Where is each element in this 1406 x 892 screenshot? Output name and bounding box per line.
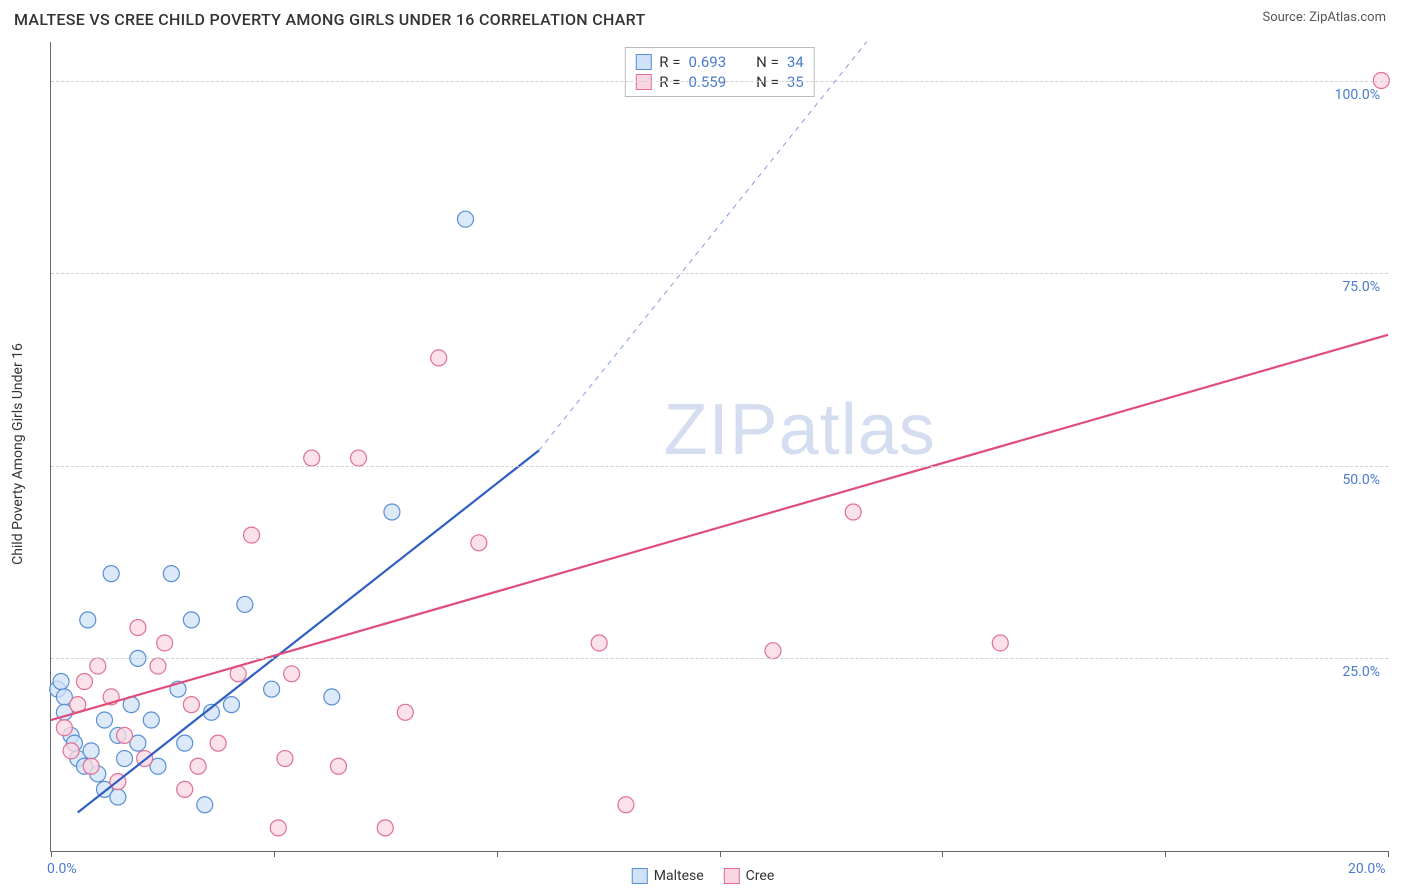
data-point[interactable] bbox=[183, 697, 199, 713]
data-point[interactable] bbox=[150, 658, 166, 674]
trend-line-extension bbox=[539, 42, 867, 450]
data-point[interactable] bbox=[130, 620, 146, 636]
data-point[interactable] bbox=[53, 673, 69, 689]
data-point[interactable] bbox=[143, 712, 159, 728]
y-tick-label: 50.0% bbox=[1342, 472, 1380, 488]
data-point[interactable] bbox=[284, 666, 300, 682]
r-value: 0.693 bbox=[688, 53, 726, 71]
x-tick bbox=[51, 851, 52, 857]
data-point[interactable] bbox=[457, 211, 473, 227]
data-point[interactable] bbox=[431, 350, 447, 366]
data-point[interactable] bbox=[377, 820, 393, 836]
data-point[interactable] bbox=[330, 758, 346, 774]
data-point[interactable] bbox=[210, 735, 226, 751]
gridline bbox=[51, 273, 1388, 274]
data-point[interactable] bbox=[351, 450, 367, 466]
y-tick-label: 75.0% bbox=[1342, 279, 1380, 295]
data-point[interactable] bbox=[103, 566, 119, 582]
data-point[interactable] bbox=[304, 450, 320, 466]
data-point[interactable] bbox=[163, 566, 179, 582]
trend-line bbox=[78, 450, 539, 812]
n-label: N = bbox=[756, 53, 779, 71]
correlation-stats-box: R = 0.693 N = 34 R = 0.559 N = 35 bbox=[624, 47, 814, 97]
gridline bbox=[51, 81, 1388, 82]
data-point[interactable] bbox=[83, 743, 99, 759]
x-tick bbox=[274, 851, 275, 857]
stats-row: R = 0.559 N = 35 bbox=[635, 72, 803, 92]
y-axis-title: Child Poverty Among Girls Under 16 bbox=[10, 343, 26, 565]
r-value: 0.559 bbox=[688, 73, 726, 91]
data-point[interactable] bbox=[845, 504, 861, 520]
x-tick bbox=[1388, 851, 1389, 857]
data-point[interactable] bbox=[76, 673, 92, 689]
data-point[interactable] bbox=[110, 789, 126, 805]
data-point[interactable] bbox=[56, 720, 72, 736]
legend-label: Cree bbox=[746, 868, 775, 884]
data-point[interactable] bbox=[397, 704, 413, 720]
scatter-plot-svg bbox=[51, 42, 1388, 851]
data-point[interactable] bbox=[177, 781, 193, 797]
stats-row: R = 0.693 N = 34 bbox=[635, 52, 803, 72]
data-point[interactable] bbox=[277, 751, 293, 767]
x-tick bbox=[1165, 851, 1166, 857]
data-point[interactable] bbox=[237, 596, 253, 612]
source-attribution: Source: ZipAtlas.com bbox=[1262, 10, 1386, 25]
data-point[interactable] bbox=[96, 712, 112, 728]
data-point[interactable] bbox=[223, 697, 239, 713]
legend-item[interactable]: Cree bbox=[724, 868, 775, 884]
data-point[interactable] bbox=[618, 797, 634, 813]
data-point[interactable] bbox=[270, 820, 286, 836]
data-point[interactable] bbox=[80, 612, 96, 628]
source-link[interactable]: ZipAtlas.com bbox=[1309, 10, 1386, 25]
r-label: R = bbox=[659, 53, 680, 71]
data-point[interactable] bbox=[157, 635, 173, 651]
data-point[interactable] bbox=[244, 527, 260, 543]
data-point[interactable] bbox=[183, 612, 199, 628]
data-point[interactable] bbox=[117, 751, 133, 767]
legend-item[interactable]: Maltese bbox=[632, 868, 704, 884]
data-point[interactable] bbox=[63, 743, 79, 759]
legend-label: Maltese bbox=[654, 868, 704, 884]
r-label: R = bbox=[659, 73, 680, 91]
data-point[interactable] bbox=[384, 504, 400, 520]
legend-swatch bbox=[635, 74, 651, 90]
x-tick-label: 0.0% bbox=[47, 861, 77, 877]
data-point[interactable] bbox=[117, 727, 133, 743]
x-tick bbox=[720, 851, 721, 857]
gridline bbox=[51, 658, 1388, 659]
data-point[interactable] bbox=[177, 735, 193, 751]
legend-swatch bbox=[632, 868, 648, 884]
chart-plot-area: ZIPatlas R =0.693N =34R =0.559N =35 25.0… bbox=[50, 42, 1388, 852]
n-label: N = bbox=[756, 73, 779, 91]
data-point[interactable] bbox=[471, 535, 487, 551]
data-point[interactable] bbox=[765, 643, 781, 659]
legend-swatch bbox=[724, 868, 740, 884]
data-point[interactable] bbox=[992, 635, 1008, 651]
x-tick-label: 20.0% bbox=[1348, 861, 1386, 877]
n-value: 35 bbox=[787, 73, 804, 91]
data-point[interactable] bbox=[83, 758, 99, 774]
x-tick bbox=[942, 851, 943, 857]
x-tick bbox=[497, 851, 498, 857]
data-point[interactable] bbox=[90, 658, 106, 674]
chart-title: MALTESE VS CREE CHILD POVERTY AMONG GIRL… bbox=[14, 10, 646, 29]
y-tick-label: 100.0% bbox=[1335, 87, 1380, 103]
data-point[interactable] bbox=[197, 797, 213, 813]
data-point[interactable] bbox=[591, 635, 607, 651]
y-tick-label: 25.0% bbox=[1342, 664, 1380, 680]
data-point[interactable] bbox=[324, 689, 340, 705]
n-value: 34 bbox=[787, 53, 804, 71]
legend: Maltese Cree bbox=[632, 868, 774, 884]
gridline bbox=[51, 466, 1388, 467]
legend-swatch bbox=[635, 54, 651, 70]
data-point[interactable] bbox=[190, 758, 206, 774]
data-point[interactable] bbox=[264, 681, 280, 697]
